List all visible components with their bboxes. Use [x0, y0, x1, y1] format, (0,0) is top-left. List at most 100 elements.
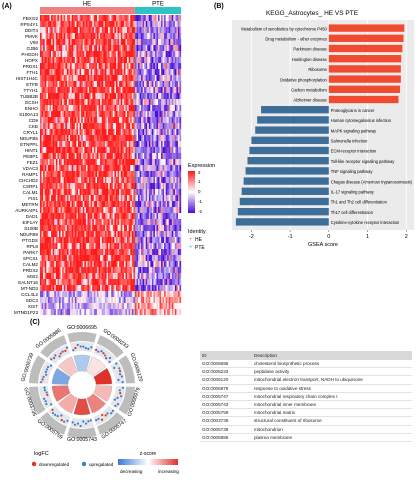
- heatmap-cell: [153, 87, 156, 94]
- heatmap-cell: [156, 141, 159, 148]
- heatmap-cell: [165, 261, 168, 268]
- heatmap-cell: [165, 45, 168, 52]
- heatmap-cell: [85, 207, 88, 214]
- heatmap-cell: [145, 291, 148, 298]
- table-row: GO:0006979 response to oxidative stress: [200, 384, 412, 393]
- heatmap-cell: [81, 213, 83, 220]
- heatmap-cell: [54, 243, 56, 250]
- heatmap-cell: [131, 33, 134, 40]
- heatmap-cell: [136, 27, 139, 34]
- heatmap-cell: [52, 285, 55, 292]
- heatmap-cell: [151, 15, 154, 22]
- heatmap-cell: [141, 261, 143, 268]
- heatmap-cell: [62, 207, 64, 214]
- heatmap-cell: [41, 207, 44, 214]
- heatmap-cell: [104, 135, 107, 142]
- heatmap-cell: [179, 237, 182, 244]
- heatmap-cell: [154, 171, 157, 178]
- heatmap-cell: [170, 159, 172, 166]
- heatmap-cell: [162, 213, 165, 220]
- heatmap-cell: [179, 81, 182, 88]
- heatmap-cell: [133, 135, 136, 142]
- heatmap-cell: [81, 249, 83, 256]
- heatmap-cell: [92, 261, 94, 268]
- heatmap-cell: [55, 285, 58, 292]
- heatmap-cell: [174, 297, 177, 304]
- heatmap-cell: [154, 261, 157, 268]
- gsea-bar-label: Human cytomegalovirus infection: [331, 118, 392, 123]
- heatmap-cell: [66, 21, 69, 28]
- heatmap-cell: [168, 105, 171, 112]
- heatmap-cell: [47, 201, 50, 208]
- heatmap-cell: [135, 255, 137, 262]
- heatmap-cell: [44, 141, 47, 148]
- heatmap-cell: [154, 297, 157, 304]
- heatmap-cell: [154, 267, 157, 274]
- heatmap-cell: [97, 225, 99, 232]
- heatmap-cell: [112, 147, 115, 154]
- heatmap-cell: [171, 153, 174, 160]
- heatmap-cell: [73, 219, 75, 226]
- heatmap-cell: [139, 21, 142, 28]
- heatmap-cell: [122, 303, 125, 310]
- heatmap-cell: [176, 141, 179, 148]
- heatmap-cell: [78, 27, 80, 34]
- heatmap-cell: [164, 141, 166, 148]
- heatmap-cell: [141, 111, 143, 118]
- heatmap-cell: [122, 129, 125, 136]
- heatmap-cell: [52, 225, 55, 232]
- heatmap-cell: [119, 261, 121, 268]
- heatmap-cell: [112, 105, 115, 112]
- heatmap-cell: [54, 129, 56, 136]
- heatmap-cell: [170, 57, 172, 64]
- go-gene-dot: [40, 381, 43, 384]
- heatmap-cell: [158, 141, 160, 148]
- heatmap-cell: [59, 159, 61, 166]
- heatmap-cell: [98, 141, 101, 148]
- heatmap-cell: [60, 153, 63, 160]
- heatmap-cell: [51, 51, 53, 58]
- heatmap-cell: [114, 75, 117, 82]
- heatmap-cell: [138, 243, 140, 250]
- heatmap-cell: [90, 165, 93, 172]
- heatmap-cell: [55, 297, 58, 304]
- go-gene-dot: [115, 362, 118, 365]
- heatmap-cell: [123, 261, 126, 268]
- heatmap-cell: [179, 225, 182, 232]
- heatmap-cell: [114, 105, 117, 112]
- heatmap-cell: [43, 285, 45, 292]
- heatmap-cell: [151, 147, 154, 154]
- heatmap-cell: [73, 249, 75, 256]
- heatmap-cell: [148, 15, 151, 22]
- heatmap-cell: [164, 243, 166, 250]
- heatmap-cell: [84, 231, 87, 238]
- heatmap-cell: [49, 183, 52, 190]
- heatmap-cell: [150, 285, 153, 292]
- heatmap-cell: [78, 207, 80, 214]
- heatmap-cell: [133, 267, 136, 274]
- heatmap-cell: [54, 39, 56, 46]
- gene-label: NDUFB9: [20, 232, 39, 237]
- heatmap-cell: [116, 81, 118, 88]
- gsea-bar-label: Drug metabolism - other enzymes: [265, 37, 326, 42]
- heatmap-cell: [158, 123, 160, 130]
- heatmap-cell: [153, 249, 156, 256]
- heatmap-cell: [170, 285, 172, 292]
- heatmap-cell: [133, 69, 136, 76]
- heatmap-cell: [154, 189, 157, 196]
- heatmap-cell: [145, 303, 148, 310]
- heatmap-cell: [51, 99, 53, 106]
- heatmap-cell: [159, 249, 162, 256]
- heatmap-cell: [95, 267, 98, 274]
- heatmap-cell: [171, 75, 174, 82]
- heatmap-cell: [150, 99, 153, 106]
- heatmap-cell: [138, 75, 140, 82]
- heatmap-cell: [154, 285, 157, 292]
- heatmap-cell: [174, 45, 177, 52]
- heatmap-cell: [174, 99, 177, 106]
- heatmap-cell: [111, 153, 113, 160]
- heatmap-cell: [46, 285, 49, 292]
- heatmap-cell: [44, 165, 47, 172]
- heatmap-cell: [128, 237, 131, 244]
- heatmap-cell: [176, 93, 179, 100]
